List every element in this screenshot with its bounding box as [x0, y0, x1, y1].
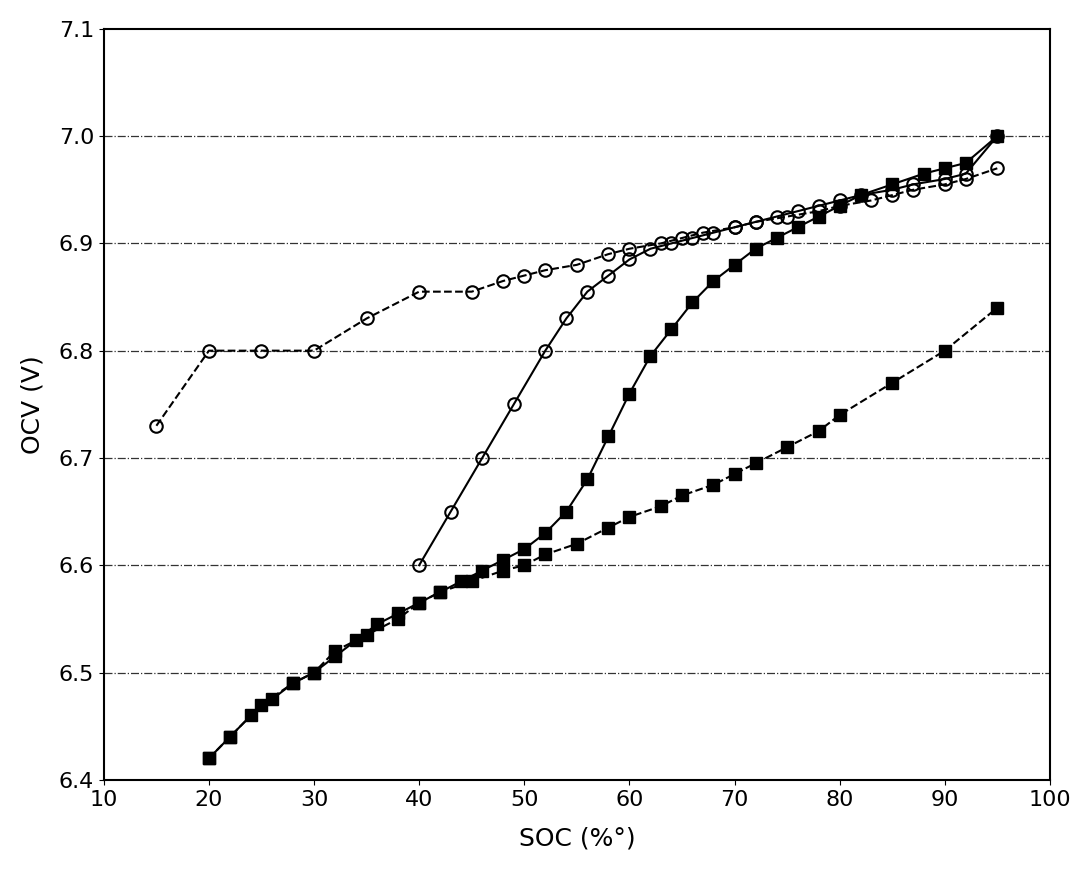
Y-axis label: OCV (V): OCV (V)	[21, 354, 45, 454]
X-axis label: SOC (%°): SOC (%°)	[519, 827, 636, 850]
